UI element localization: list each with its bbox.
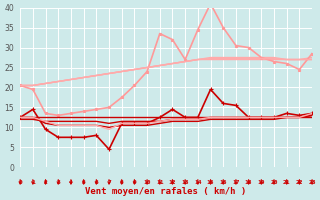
X-axis label: Vent moyen/en rafales ( km/h ): Vent moyen/en rafales ( km/h ) bbox=[85, 187, 247, 196]
